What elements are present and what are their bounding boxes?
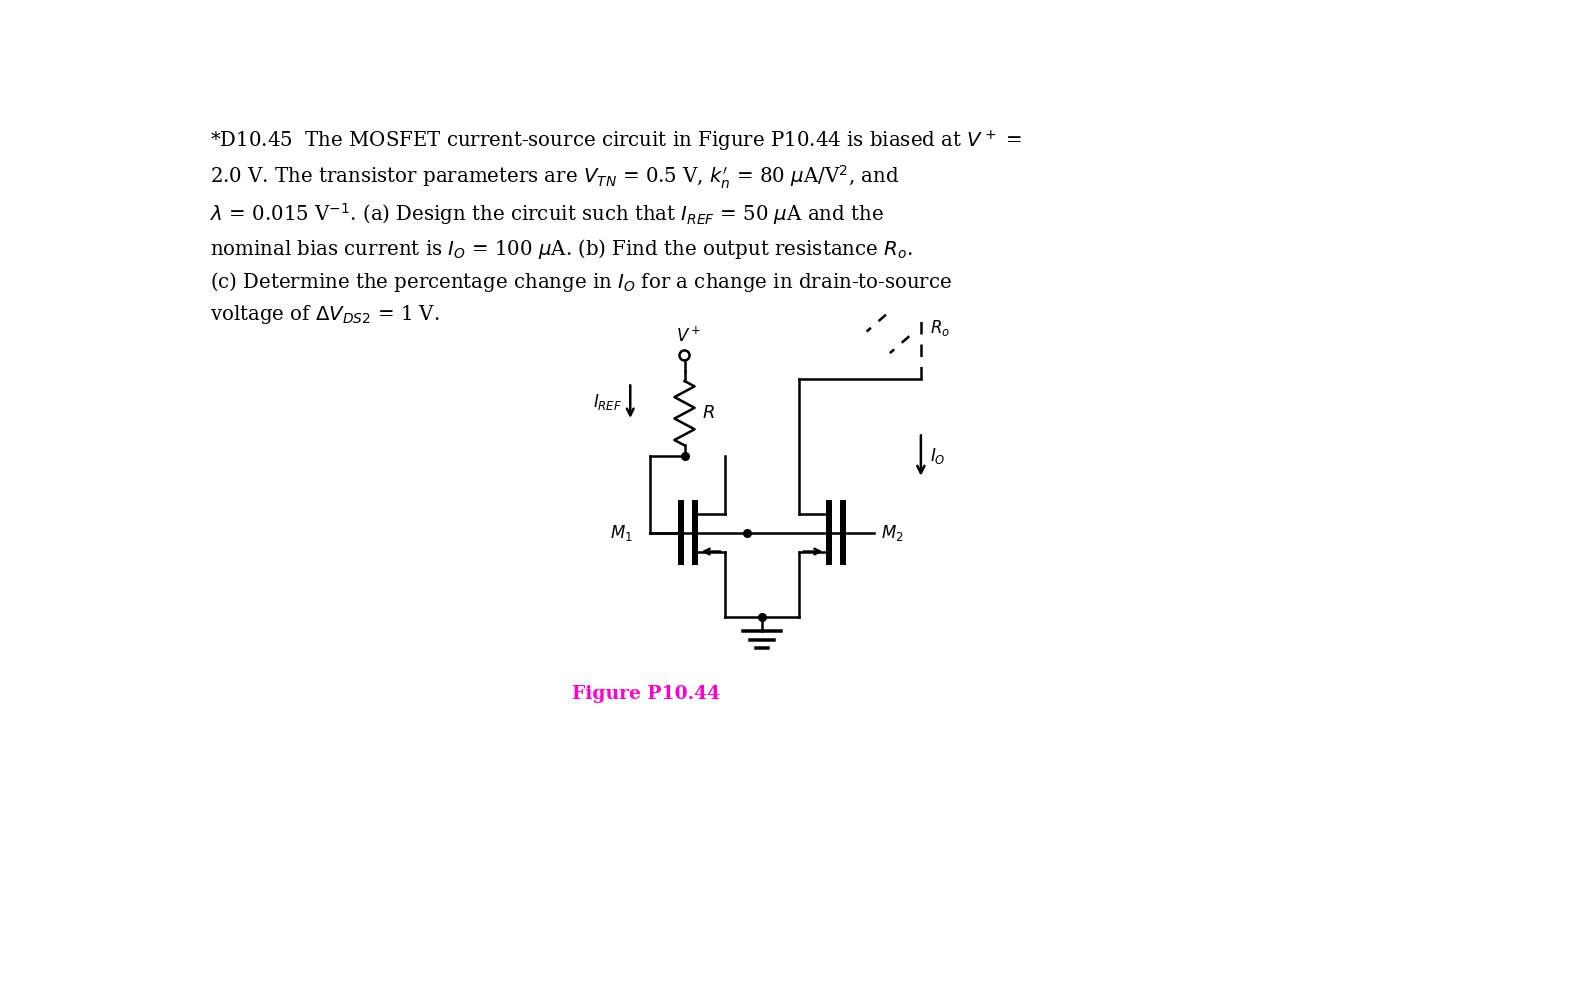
Text: $R_o$: $R_o$ [929,318,950,338]
Text: Figure P10.44: Figure P10.44 [571,685,719,703]
Text: $M_2$: $M_2$ [881,523,903,543]
Text: $R$: $R$ [702,404,714,423]
Text: *D10.45  The MOSFET current-source circuit in Figure P10.44 is biased at $V^+$ =: *D10.45 The MOSFET current-source circui… [210,128,1022,326]
Text: $I_{REF}$: $I_{REF}$ [593,392,622,412]
Text: $I_O$: $I_O$ [929,445,945,465]
Text: $M_1$: $M_1$ [609,523,633,543]
Text: $V^+$: $V^+$ [675,326,702,345]
